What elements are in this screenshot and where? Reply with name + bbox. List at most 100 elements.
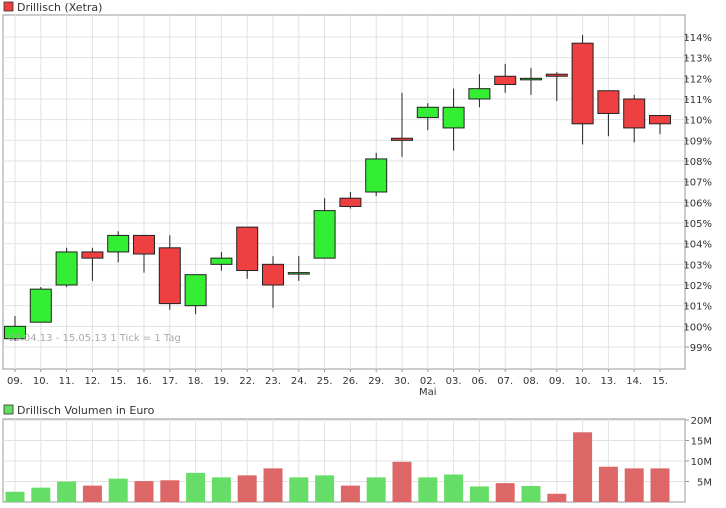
volume-bar	[392, 461, 412, 502]
x-tick-label: 02.	[420, 376, 436, 387]
volume-bar	[340, 485, 360, 502]
candle-body	[520, 77, 542, 81]
volume-bar	[31, 487, 51, 502]
price-y-tick-label: 109%	[683, 136, 712, 147]
candle	[4, 316, 26, 341]
candle	[597, 90, 620, 137]
candle	[339, 192, 362, 209]
candle-body	[287, 272, 310, 275]
candle-body	[158, 247, 181, 305]
month-label: Mai	[419, 387, 437, 398]
price-y-tick-label: 106%	[683, 198, 712, 209]
candle-body	[597, 90, 620, 114]
volume-bar	[444, 474, 464, 502]
volume-y-tick-label: 5M	[697, 478, 712, 489]
volume-y-tick-label: 15M	[691, 437, 712, 448]
price-y-tick-label: 99%	[690, 343, 712, 354]
candle-body	[81, 251, 104, 259]
candle-body	[55, 251, 78, 286]
price-legend-label: Drillisch (Xetra)	[17, 1, 102, 14]
price-panel: Drillisch (Xetra) 99% 100% 101% 102% 103% 104…	[2, 1, 712, 398]
candle-body	[365, 158, 388, 193]
volume-bar	[186, 472, 206, 502]
volume-bar	[521, 486, 541, 502]
price-grid	[3, 15, 685, 369]
volume-legend-swatch	[3, 404, 14, 415]
candle	[391, 92, 413, 157]
x-tick-label: 11.	[59, 376, 75, 387]
volume-bar	[160, 480, 180, 502]
x-tick-label: 09.	[7, 376, 23, 387]
price-y-tick-label: 105%	[683, 219, 712, 230]
x-tick-label: 29.	[368, 376, 384, 387]
candle	[545, 72, 568, 102]
volume-bar	[82, 485, 102, 502]
volume-bar	[108, 478, 128, 502]
x-tick-label: 19.	[213, 376, 229, 387]
candle	[571, 34, 594, 145]
price-y-tick-label: 107%	[683, 178, 712, 189]
candle	[287, 256, 310, 281]
candle	[520, 68, 542, 95]
x-tick-label: 26.	[342, 376, 358, 387]
price-y-tick-label: 102%	[683, 281, 712, 292]
volume-bar	[624, 468, 644, 502]
candle	[55, 247, 78, 288]
candle	[133, 234, 155, 273]
volume-bars	[5, 432, 670, 502]
candle-body	[649, 115, 671, 125]
price-y-tick-label: 112%	[683, 74, 712, 85]
candle	[184, 274, 207, 314]
price-y-axis: 99% 100% 101% 102% 103% 104% 105% 106% 107% 108% 1…	[683, 33, 712, 354]
volume-y-axis: 5M 10M 15M 20M	[685, 416, 712, 489]
x-tick-label: 10.	[33, 376, 49, 387]
volume-bar	[315, 475, 335, 502]
candle-body	[4, 325, 26, 340]
volume-bar	[598, 466, 618, 502]
candle-body	[262, 263, 284, 286]
candle-body	[571, 42, 594, 125]
x-tick-label: 18.	[188, 376, 204, 387]
candle	[236, 226, 259, 279]
price-x-axis: 09. 10. 11. 12. 15. 16. 17. 18. 19. 22. 23. 24. 25. 2…	[7, 369, 668, 387]
price-y-tick-label: 111%	[683, 95, 712, 106]
volume-y-tick-label: 10M	[691, 457, 712, 468]
candle	[365, 152, 388, 197]
volume-bar	[573, 432, 593, 502]
x-tick-label: 17.	[162, 376, 178, 387]
candle-body	[133, 234, 155, 255]
candle	[623, 94, 646, 143]
price-y-tick-label: 100%	[683, 322, 712, 333]
x-tick-label: 08.	[523, 376, 539, 387]
volume-bar	[237, 475, 257, 502]
range-note: 09.04.13 - 15.05.13 1 Tick = 1 Tag	[8, 333, 181, 344]
candle-body	[391, 137, 413, 141]
candles	[4, 34, 671, 341]
x-tick-label: 23.	[265, 376, 281, 387]
x-tick-label: 24.	[291, 376, 307, 387]
candle-body	[494, 75, 517, 86]
candle	[442, 88, 465, 151]
price-legend-swatch	[3, 1, 14, 12]
candle	[81, 247, 104, 281]
candle-body	[468, 88, 491, 100]
volume-bar	[211, 477, 231, 502]
volume-bar	[289, 477, 309, 502]
price-y-tick-label: 104%	[683, 240, 712, 251]
volume-bar	[650, 468, 670, 502]
candle-body	[236, 226, 259, 272]
x-tick-label: 15.	[110, 376, 126, 387]
x-tick-label: 13.	[600, 376, 616, 387]
candle-body	[416, 106, 439, 119]
price-plot-frame	[2, 14, 686, 370]
candle-body	[339, 197, 362, 207]
candle	[494, 63, 517, 93]
price-y-tick-label: 103%	[683, 260, 712, 271]
x-tick-label: 06.	[471, 376, 487, 387]
x-tick-label: 03.	[446, 376, 462, 387]
x-tick-label: 22.	[239, 376, 255, 387]
candle-body	[313, 210, 336, 259]
volume-bar	[495, 483, 515, 502]
x-tick-label: 16.	[136, 376, 152, 387]
